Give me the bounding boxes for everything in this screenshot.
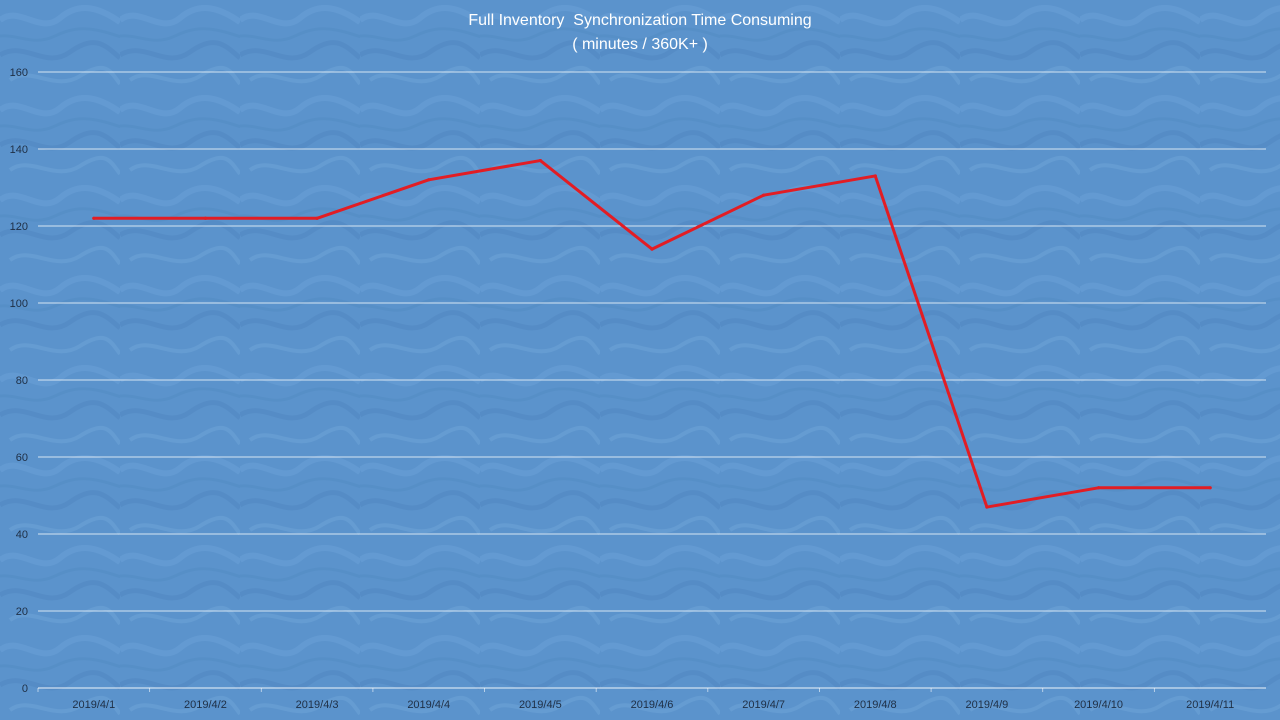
data-point	[762, 193, 766, 197]
y-tick-label: 160	[10, 67, 28, 79]
y-tick-label: 140	[10, 144, 28, 156]
x-tick-label: 2019/4/8	[854, 699, 897, 711]
x-tick-label: 2019/4/4	[407, 699, 450, 711]
y-tick-label: 0	[22, 683, 28, 695]
series-segment	[538, 159, 654, 251]
x-tick-label: 2019/4/1	[72, 699, 115, 711]
chart-title: Full Inventory Synchronization Time Cons…	[468, 12, 812, 29]
series-segment	[427, 159, 542, 182]
x-tick-label: 2019/4/11	[1186, 699, 1234, 711]
data-point	[92, 216, 96, 220]
x-tick-label: 2019/4/10	[1074, 699, 1123, 711]
y-tick-label: 40	[16, 529, 28, 541]
x-axis-ticks: 2019/4/1 2019/4/2 2019/4/3 2019/4/4 2019/4/5…	[37, 688, 1234, 711]
data-point	[650, 247, 654, 251]
y-tick-label: 120	[10, 221, 28, 233]
gridlines	[38, 71, 1266, 689]
series-segment	[762, 174, 877, 197]
data-point	[1208, 486, 1212, 490]
data-point	[427, 178, 431, 182]
data-point	[1096, 486, 1101, 490]
series-segment	[650, 193, 766, 251]
series-segment	[985, 486, 1101, 509]
series-segment	[873, 174, 989, 509]
data-point	[985, 505, 989, 509]
data-point	[315, 216, 319, 220]
series-line	[92, 158, 1212, 509]
data-point	[203, 216, 208, 220]
x-tick-label: 2019/4/2	[184, 699, 227, 711]
series-segment	[315, 178, 431, 220]
x-tick-label: 2019/4/6	[631, 699, 674, 711]
y-tick-label: 100	[10, 298, 28, 310]
y-tick-label: 20	[16, 606, 28, 618]
y-tick-label: 80	[16, 375, 28, 387]
data-point	[873, 174, 877, 178]
y-tick-label: 60	[16, 452, 28, 464]
x-tick-label: 2019/4/3	[296, 699, 339, 711]
y-axis-ticks: 0 20 40 60 80 100 120 140 160	[10, 67, 28, 695]
x-tick-label: 2019/4/5	[519, 699, 562, 711]
x-tick-label: 2019/4/7	[742, 699, 785, 711]
data-point	[538, 158, 542, 163]
x-tick-label: 2019/4/9	[965, 699, 1008, 711]
chart-subtitle: ( minutes / 360K+ )	[572, 36, 708, 53]
